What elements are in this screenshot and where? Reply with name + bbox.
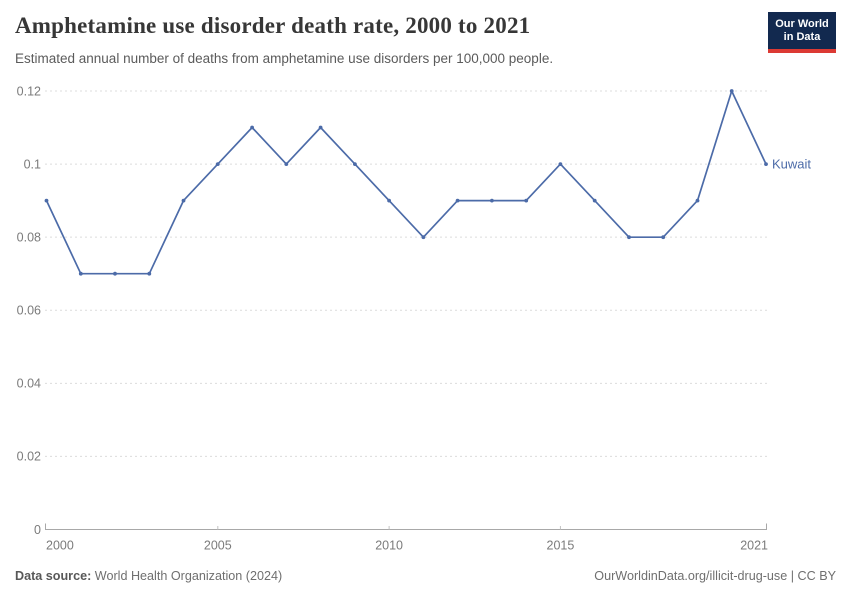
data-point[interactable] [181,198,186,203]
data-point[interactable] [387,198,391,203]
page-title: Amphetamine use disorder death rate, 200… [15,13,531,38]
owid-logo-line2: in Data [783,30,821,43]
y-tick-label: 0 [34,523,41,537]
data-point[interactable] [455,198,460,203]
data-point[interactable] [44,198,49,203]
y-tick-label: 0.02 [17,450,41,464]
y-tick-label: 0.12 [17,84,41,98]
data-point[interactable] [421,235,426,240]
x-tick-label: 2010 [375,539,403,553]
y-tick-label: 0.1 [24,157,41,171]
data-point[interactable] [215,162,220,167]
data-point[interactable] [764,162,768,167]
data-point[interactable] [353,162,357,167]
data-point[interactable] [661,235,666,240]
data-point[interactable] [250,125,255,130]
data-point[interactable] [695,198,700,203]
data-point[interactable] [78,271,83,276]
x-tick-label: 2021 [740,539,768,553]
data-point[interactable] [592,198,597,203]
entity-label: Kuwait [772,157,811,172]
data-point[interactable] [318,125,323,130]
x-tick-label: 2005 [204,539,232,553]
data-point[interactable] [284,162,289,167]
y-tick-label: 0.08 [17,230,41,244]
page-subtitle: Estimated annual number of deaths from a… [15,51,554,66]
data-point[interactable] [729,89,734,93]
owid-logo-line1: Our World [775,17,829,30]
data-point[interactable] [113,271,117,276]
x-tick-label: 2000 [46,539,74,553]
data-point[interactable] [490,198,494,203]
data-point[interactable] [558,162,563,167]
series-line[interactable] [45,90,767,275]
owid-logo[interactable]: Our World in Data [768,12,836,53]
x-tick-label: 2015 [547,539,575,553]
y-tick-label: 0.06 [17,304,41,318]
data-source-label: Data source: [15,569,92,583]
data-source-value: World Health Organization (2024) [94,569,283,583]
data-source: Data source: World Health Organization (… [15,569,282,583]
data-point[interactable] [524,198,529,203]
data-point[interactable] [147,271,152,276]
data-point[interactable] [627,235,631,240]
rights-link[interactable]: OurWorldinData.org/illicit-drug-use | CC… [594,569,836,583]
y-tick-label: 0.04 [17,377,41,391]
